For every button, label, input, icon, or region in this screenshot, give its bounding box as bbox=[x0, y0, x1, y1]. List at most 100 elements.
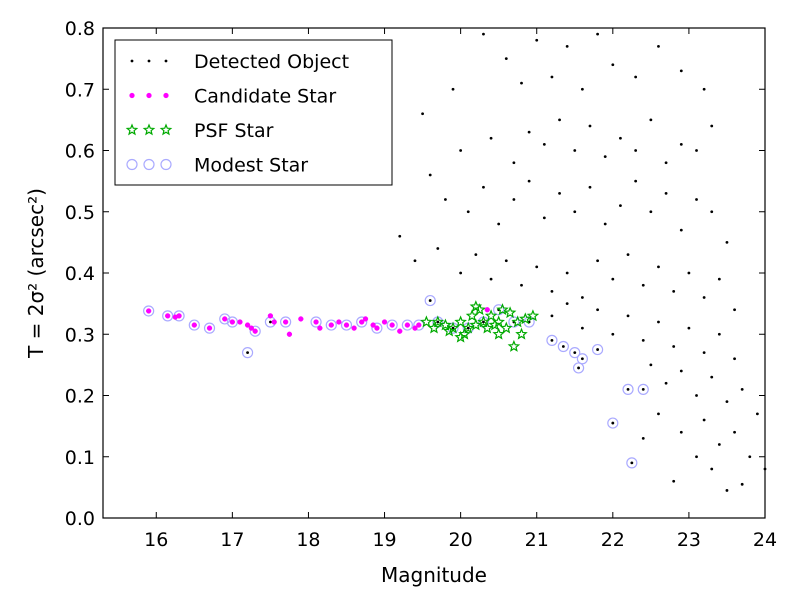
detected-object-point bbox=[695, 149, 698, 152]
legend-marker-psf-star bbox=[125, 123, 139, 136]
detected-object-point bbox=[733, 308, 736, 312]
detected-object-point bbox=[695, 455, 698, 459]
detected-object-point bbox=[466, 210, 470, 214]
detected-object-point bbox=[444, 198, 447, 201]
modest-star-point bbox=[401, 319, 413, 331]
candidate-star-point bbox=[374, 325, 380, 331]
candidate-star-point bbox=[176, 313, 182, 319]
detected-object-point bbox=[527, 130, 531, 134]
candidate-star-point bbox=[370, 322, 376, 328]
detected-object-point bbox=[588, 124, 592, 128]
detected-object-point bbox=[596, 259, 599, 263]
detected-object-point bbox=[657, 320, 660, 324]
y-tick-label: 0.3 bbox=[65, 324, 95, 346]
detected-object-point bbox=[717, 332, 721, 336]
y-tick-label: 0.4 bbox=[65, 263, 95, 285]
detected-object-point bbox=[512, 198, 516, 201]
legend-box bbox=[114, 39, 393, 186]
candidate-star-point bbox=[484, 307, 490, 313]
x-tick-label: 24 bbox=[753, 529, 777, 551]
candidate-star-point bbox=[248, 325, 255, 331]
modest-star-point bbox=[162, 310, 174, 322]
candidate-star-point bbox=[229, 319, 236, 325]
detected-object-point bbox=[565, 302, 569, 306]
modest-star-point bbox=[143, 305, 155, 317]
modest-star-point bbox=[280, 316, 292, 328]
modest-star-point bbox=[546, 334, 558, 346]
psf-star-point bbox=[492, 327, 505, 340]
detected-object-point bbox=[626, 314, 630, 318]
detected-object-point bbox=[717, 443, 721, 446]
candidate-star-point bbox=[298, 316, 304, 322]
legend-marker-candidate-star bbox=[129, 92, 135, 99]
detected-object-point bbox=[733, 357, 736, 361]
detected-object-point bbox=[725, 400, 729, 404]
modest-star-point bbox=[607, 417, 619, 429]
detected-object-point bbox=[580, 87, 584, 91]
modest-star-point bbox=[188, 319, 200, 331]
modest-star-point bbox=[591, 343, 604, 356]
candidate-star-point bbox=[282, 319, 289, 325]
detected-object-point bbox=[630, 461, 634, 465]
candidate-star-point bbox=[237, 319, 243, 325]
candidate-star-point bbox=[416, 322, 422, 328]
detected-object-point bbox=[565, 44, 569, 48]
detected-object-point bbox=[497, 222, 501, 226]
detected-object-point bbox=[634, 75, 638, 79]
modest-star-point bbox=[340, 319, 353, 331]
psf-star-point bbox=[427, 321, 441, 334]
detected-object-point bbox=[512, 161, 516, 165]
detected-object-point bbox=[687, 271, 691, 275]
modest-star-point bbox=[386, 319, 398, 331]
detected-object-point bbox=[733, 430, 736, 434]
detected-object-point bbox=[619, 136, 622, 140]
detected-object-point bbox=[474, 253, 478, 257]
y-tick-label: 0.1 bbox=[65, 447, 95, 469]
candidate-star-point bbox=[336, 319, 342, 325]
candidate-star-point bbox=[267, 313, 274, 319]
detected-object-point bbox=[466, 326, 470, 330]
candidate-star-point bbox=[412, 325, 418, 331]
detected-object-point bbox=[717, 277, 721, 281]
psf-star-point bbox=[480, 321, 494, 334]
detected-object-point bbox=[702, 87, 706, 91]
modest-star-point bbox=[508, 316, 520, 328]
detected-object-point bbox=[535, 38, 539, 42]
psf-star-point bbox=[519, 312, 532, 325]
detected-object-point bbox=[535, 265, 539, 269]
detected-object-point bbox=[527, 179, 531, 183]
candidate-star-point bbox=[362, 316, 369, 322]
candidate-star-point bbox=[389, 322, 395, 328]
detected-object-point bbox=[413, 259, 417, 263]
modest-star-point bbox=[203, 322, 216, 334]
detected-object-point bbox=[664, 381, 668, 385]
candidate-star-point bbox=[317, 325, 323, 331]
detected-object-point bbox=[611, 421, 615, 425]
detected-object-point bbox=[687, 326, 691, 330]
modest-star-point bbox=[249, 325, 261, 337]
psf-star-point bbox=[469, 318, 483, 331]
legend-marker-modest-star bbox=[160, 158, 172, 171]
candidate-star-point bbox=[222, 316, 228, 322]
detected-object-point bbox=[558, 118, 561, 122]
detected-object-point bbox=[657, 265, 660, 269]
modest-star-point bbox=[493, 304, 505, 316]
detected-object-point bbox=[657, 412, 660, 416]
detected-object-point bbox=[626, 387, 630, 391]
detected-object-point bbox=[459, 149, 463, 152]
detected-object-point bbox=[664, 161, 668, 165]
candidate-star-point bbox=[351, 325, 357, 331]
candidate-star-point bbox=[191, 322, 197, 328]
psf-star-point bbox=[499, 321, 513, 334]
legend-marker-detected-object bbox=[130, 59, 134, 63]
modest-star-point bbox=[622, 383, 634, 395]
detected-object-point bbox=[489, 277, 493, 281]
candidate-star-point bbox=[404, 322, 411, 328]
x-tick-label: 18 bbox=[296, 529, 320, 551]
detected-object-point bbox=[550, 314, 554, 318]
y-axis-label: T = 2σ² (arcsec²) bbox=[24, 188, 48, 359]
x-tick-label: 22 bbox=[601, 529, 625, 551]
x-axis-label: Magnitude bbox=[381, 563, 487, 587]
candidate-star-point bbox=[244, 322, 251, 328]
detected-object-point bbox=[428, 173, 432, 177]
